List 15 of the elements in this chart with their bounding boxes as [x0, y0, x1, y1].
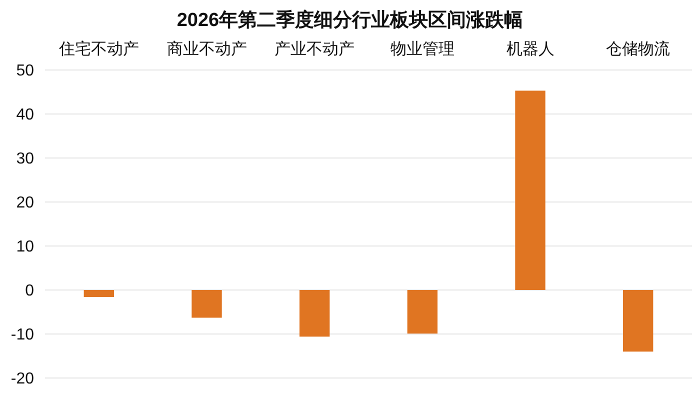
y-tick-label: 50: [16, 62, 34, 80]
x-tick-label: 仓储物流: [606, 40, 670, 58]
y-tick-label: 10: [16, 238, 34, 256]
y-tick-label: -20: [10, 370, 34, 388]
y-tick-label: 0: [25, 282, 34, 300]
x-tick-label: 机器人: [506, 40, 554, 58]
chart-title: 2026年第二季度细分行业板块区间涨跌幅: [176, 9, 524, 31]
y-tick-label: -10: [10, 326, 34, 344]
y-tick-label: 30: [16, 150, 34, 168]
x-tick-label: 物业管理: [390, 40, 454, 58]
x-tick-label: 产业不动产: [274, 40, 355, 58]
y-tick-label: 20: [16, 194, 34, 212]
x-tick-label: 住宅不动产: [58, 40, 139, 58]
y-tick-label: 40: [16, 106, 34, 124]
x-tick-label: 商业不动产: [166, 40, 247, 58]
